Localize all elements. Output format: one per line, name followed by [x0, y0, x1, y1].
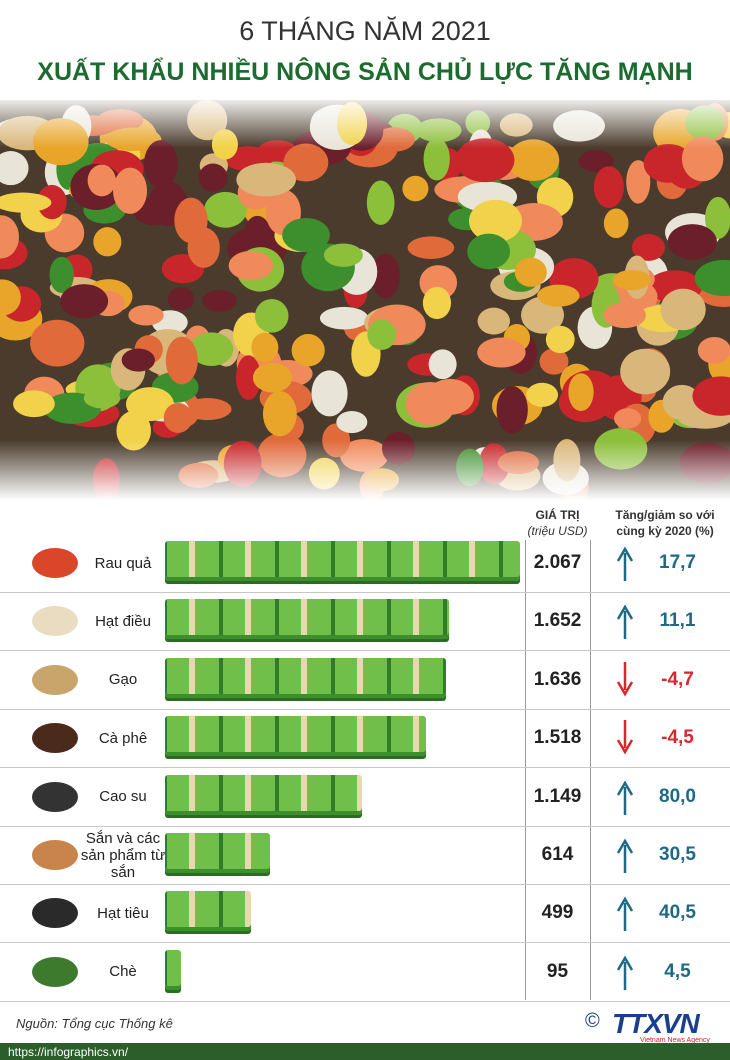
up-arrow: [616, 896, 634, 932]
bar: [165, 657, 446, 694]
logo-sub: Vietnam News Agency: [640, 1037, 710, 1044]
value-label: 1.652: [533, 610, 582, 632]
row-line: [0, 884, 730, 885]
value-label: 499: [541, 902, 574, 924]
category-label: Hạt điều: [95, 612, 151, 630]
category-label: Hạt tiêu: [97, 904, 149, 922]
footer-bar: [0, 1043, 730, 1060]
change-label: -4,5: [661, 727, 694, 749]
copyright: ©: [585, 1010, 600, 1032]
change-label: 40,5: [659, 902, 696, 924]
bar: [165, 833, 271, 869]
row-line: [0, 1000, 730, 1002]
value-label: 2.067: [533, 552, 582, 573]
row-line: [0, 825, 730, 827]
row-line: [0, 592, 730, 593]
source: Nguồn: Tổng cục Thống kê: [16, 1016, 173, 1031]
change-label: 30,5: [659, 844, 696, 865]
bar: [165, 599, 449, 636]
change-header: cùng kỳ 2020 (%): [616, 524, 714, 538]
value-label: 1.149: [533, 785, 582, 807]
title: 6 THÁNG NĂM 2021: [239, 16, 491, 46]
change-label: -4,7: [661, 668, 694, 690]
icon: [32, 664, 78, 695]
change-label: 17,7: [659, 552, 696, 573]
icon: [32, 840, 78, 870]
change-header: Tăng/giảm so với: [615, 508, 715, 522]
row-line: [0, 650, 730, 652]
value-header: GIÁ TRỊ: [535, 508, 580, 522]
row-line: [0, 942, 730, 944]
category-label: Rau quả: [94, 554, 152, 572]
bar: [165, 774, 363, 811]
column-rule: [590, 540, 591, 1000]
logo: TTXVN: [612, 1008, 700, 1039]
bar: [165, 716, 426, 753]
icon: [32, 606, 78, 637]
down-arrow: [616, 720, 634, 755]
subtitle: XUẤT KHẨU NHIỀU NÔNG SẢN CHỦ LỰC TĂNG MẠ…: [37, 58, 693, 86]
change-label: 80,0: [659, 785, 696, 807]
icon: [32, 723, 78, 754]
icon: [32, 956, 78, 987]
row-line: [0, 767, 730, 769]
up-arrow: [616, 546, 634, 581]
bar: [165, 541, 520, 577]
column-rule: [525, 540, 526, 1000]
bar: [165, 891, 251, 928]
row-line: [0, 708, 730, 710]
produce-photo: [0, 100, 730, 500]
up-arrow: [616, 604, 634, 640]
bar: [165, 949, 182, 986]
down-arrow: [616, 661, 634, 697]
change-label: 4,5: [664, 960, 691, 982]
icon: [32, 548, 78, 578]
category-label: Sắn và các sản phẩm từ sắn: [80, 829, 166, 881]
value-unit: (triệu USD): [527, 524, 588, 538]
up-arrow: [616, 780, 634, 815]
category-label: Cao su: [99, 788, 147, 806]
change-label: 11,1: [659, 610, 696, 632]
url: https://infographics.vn/: [8, 1045, 129, 1059]
icon: [32, 781, 78, 812]
icon: [32, 898, 78, 929]
value-label: 1.518: [533, 727, 582, 749]
category-label: Gạo: [108, 671, 138, 689]
value-label: 1.636: [533, 668, 582, 690]
category-label: Cà phê: [98, 729, 148, 747]
value-label: 95: [546, 960, 569, 982]
value-label: 614: [541, 844, 574, 865]
category-label: Chè: [109, 963, 137, 981]
up-arrow: [616, 955, 634, 990]
up-arrow: [616, 838, 634, 873]
